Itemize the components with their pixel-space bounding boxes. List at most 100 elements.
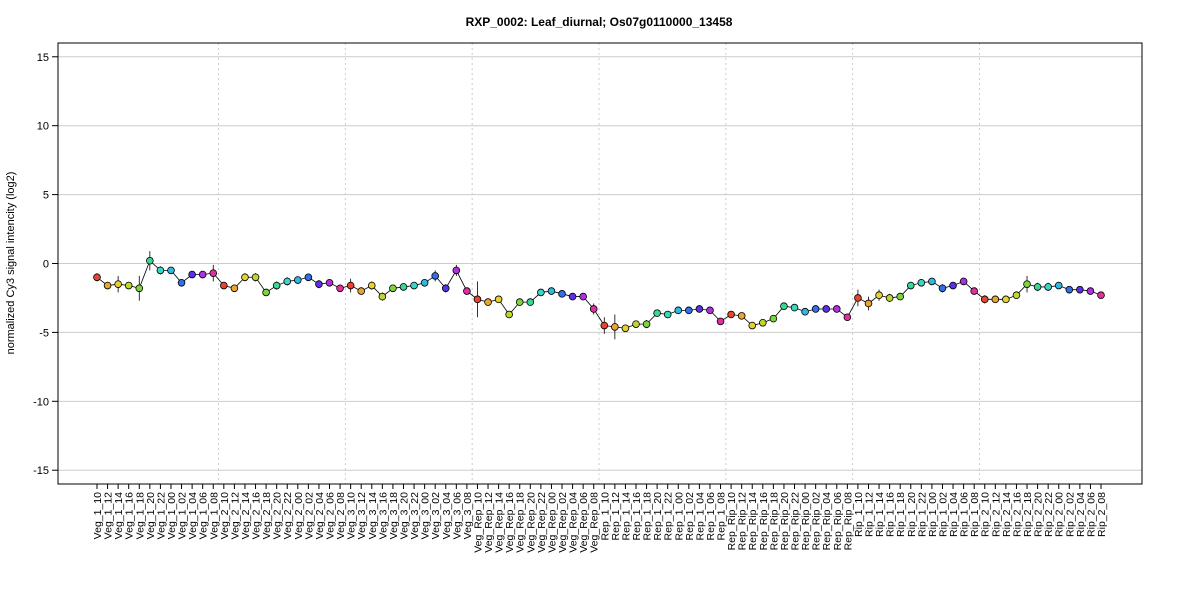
x-tick-label: Veg_1_20 [145, 492, 157, 539]
x-tick-label: Veg_1_14 [113, 492, 125, 539]
x-tick-label: Veg_Rep_20 [525, 492, 537, 553]
data-point [600, 321, 609, 330]
data-point [1054, 281, 1063, 290]
x-tick-label: Rep_Rip_22 [790, 492, 802, 551]
x-tick-label: Rip_2_14 [1001, 492, 1013, 537]
x-tick-label: Veg_3_14 [367, 492, 379, 539]
data-point [325, 278, 334, 287]
x-tick-label: Rip_1_22 [916, 492, 928, 537]
x-tick-label: Rep_Rip_20 [779, 492, 791, 551]
x-tick-label: Veg_3_16 [377, 492, 389, 539]
data-point [336, 284, 344, 293]
data-point [505, 310, 513, 319]
x-tick-label: Veg_2_22 [282, 492, 294, 539]
x-tick-label: Veg_3_06 [451, 492, 463, 539]
x-tick-label: Veg_Rep_06 [578, 492, 590, 553]
data-point [917, 278, 926, 287]
data-point [1002, 295, 1010, 304]
data-point [156, 266, 165, 275]
x-tick-label: Rep_Rip_12 [737, 492, 749, 551]
data-point [716, 317, 725, 326]
data-point [970, 287, 978, 295]
data-point [251, 273, 260, 282]
x-tick-label: Veg_Rep_22 [536, 492, 548, 553]
x-tick-label: Veg_3_22 [409, 492, 421, 539]
x-tick-label: Veg_2_14 [240, 492, 252, 539]
data-point [389, 284, 397, 293]
data-point [367, 281, 376, 290]
data-point [991, 295, 1000, 304]
data-point [103, 281, 112, 290]
data-point [135, 284, 144, 293]
data-point [875, 291, 883, 299]
data-point [494, 295, 503, 304]
data-point [346, 281, 355, 290]
x-tick-label: Rep_Rip_16 [758, 492, 770, 551]
x-tick-label: Rip_1_12 [863, 492, 875, 537]
x-tick-label: Veg_1_12 [103, 492, 115, 539]
data-point [896, 292, 904, 301]
data-point [579, 292, 587, 301]
x-tick-label: Rep_1_00 [673, 492, 685, 541]
y-tick-label: 15 [37, 52, 49, 64]
data-point [262, 288, 270, 297]
x-tick-label: Rip_2_22 [1043, 492, 1055, 537]
x-tick-label: Veg_3_12 [356, 492, 368, 539]
data-point [441, 284, 450, 293]
x-tick-label: Veg_1_08 [208, 492, 220, 539]
data-point [780, 302, 788, 311]
data-point [146, 256, 154, 265]
data-point [399, 283, 408, 291]
data-point [822, 305, 831, 313]
x-tick-label: Rep_1_06 [705, 492, 717, 541]
x-tick-label: Rip_1_18 [895, 492, 907, 537]
data-point [93, 273, 101, 282]
y-tick-label: -15 [33, 465, 49, 477]
data-point [589, 305, 598, 313]
y-axis-label: normalized Cy3 signal intencity (log2) [5, 172, 17, 355]
x-tick-label: Rip_2_18 [1022, 492, 1034, 537]
data-point [632, 320, 640, 328]
x-tick-label: Rep_1_12 [610, 492, 622, 541]
data-point [473, 295, 482, 304]
x-tick-label: Veg_3_10 [346, 492, 358, 539]
x-tick-label: Rip_2_08 [1096, 492, 1108, 537]
data-point [526, 298, 535, 306]
data-point [769, 314, 778, 323]
x-tick-label: Rep_1_04 [694, 492, 706, 541]
data-point [685, 306, 693, 315]
data-point [198, 270, 207, 279]
x-tick-label: Rep_Rip_00 [800, 492, 812, 551]
data-point [558, 290, 566, 298]
data-point [706, 306, 714, 315]
data-point [515, 298, 524, 306]
x-tick-label: Rip_1_04 [948, 492, 960, 537]
x-tick-label: Veg_2_16 [251, 492, 263, 539]
x-tick-label: Rep_1_14 [620, 492, 632, 541]
data-point [220, 281, 228, 290]
data-point [695, 305, 704, 313]
x-tick-label: Veg_3_20 [398, 492, 410, 539]
grid [58, 56, 1142, 471]
y-tick-label: -10 [33, 396, 49, 408]
data-point [188, 270, 196, 279]
x-tick-label: Rep_1_18 [642, 492, 654, 541]
data-point [1065, 285, 1074, 294]
x-tick-label: Rep_Rip_06 [832, 492, 844, 551]
x-tick-label: Rep_1_20 [652, 492, 664, 541]
data-point [209, 269, 218, 277]
x-tick-label: Rep_Rip_02 [811, 492, 823, 551]
x-tick-label: Veg_1_22 [155, 492, 167, 539]
data-point [737, 312, 746, 320]
x-axis: Veg_1_10Veg_1_12Veg_1_14Veg_1_16Veg_1_18… [92, 484, 1108, 553]
x-tick-label: Rip_2_10 [980, 492, 992, 537]
x-tick-label: Rip_2_00 [1054, 492, 1066, 537]
data-point [854, 294, 862, 302]
data-point [177, 278, 186, 287]
x-tick-label: Veg_2_10 [219, 492, 231, 539]
data-point [653, 309, 661, 317]
data-point [378, 292, 387, 301]
data-point [167, 266, 175, 275]
x-tick-label: Veg_1_18 [134, 492, 146, 539]
series [93, 251, 1105, 340]
